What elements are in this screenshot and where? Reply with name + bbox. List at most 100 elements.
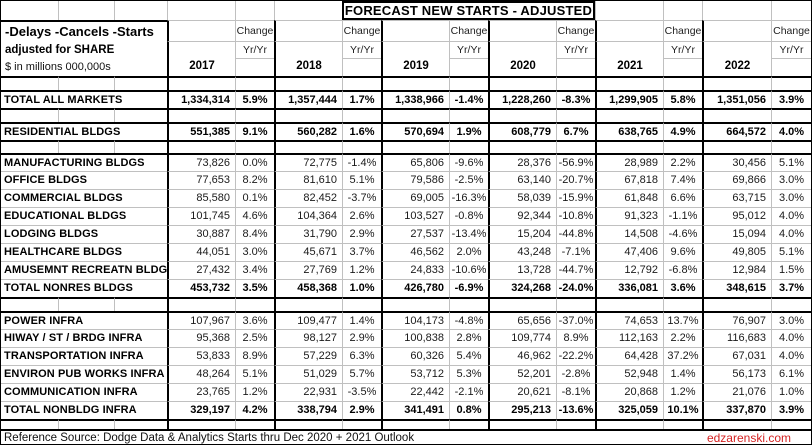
change-cell: 2.9%	[342, 225, 381, 243]
value-cell: 103,527	[381, 207, 449, 225]
change-cell: -44.8%	[556, 225, 595, 243]
spacer-cell	[274, 1, 342, 20]
yryr-header: Yr/Yr	[771, 41, 811, 58]
spacer-cell	[488, 419, 556, 429]
spacer-cell	[488, 108, 556, 122]
change-cell: 4.0%	[771, 122, 811, 140]
row-label: HIWAY / ST / BRDG INFRA	[1, 329, 167, 347]
value-cell: 28,376	[488, 153, 556, 171]
value-cell: 52,948	[595, 365, 663, 383]
change-cell: 3.0%	[771, 189, 811, 207]
spacer-cell	[449, 419, 488, 429]
header-cell	[556, 58, 595, 76]
spacer-cell	[556, 419, 595, 429]
value-cell: 28,989	[595, 153, 663, 171]
value-cell: 30,456	[702, 153, 771, 171]
value-cell: 22,442	[381, 383, 449, 401]
change-cell: 5.7%	[342, 365, 381, 383]
spacer-cell	[58, 140, 114, 153]
change-header: Change	[663, 20, 702, 41]
value-cell: 51,029	[274, 365, 342, 383]
change-cell: 3.4%	[235, 261, 274, 279]
credit-link[interactable]: edzarenski.com	[706, 430, 791, 445]
change-cell: 8.2%	[235, 171, 274, 189]
spacer-cell	[449, 108, 488, 122]
value-cell: 46,962	[488, 347, 556, 365]
change-cell: -4.8%	[449, 311, 488, 329]
change-cell: 7.4%	[663, 171, 702, 189]
value-cell: 65,656	[488, 311, 556, 329]
value-cell: 638,765	[595, 122, 663, 140]
spacer-cell	[114, 297, 167, 311]
header-cell	[488, 20, 556, 41]
change-cell: 4.0%	[771, 225, 811, 243]
spacer-cell	[167, 419, 235, 429]
spacer-cell	[342, 140, 381, 153]
spacer-cell	[58, 297, 114, 311]
value-cell: 112,163	[595, 329, 663, 347]
spacer-cell	[556, 76, 595, 90]
header-cell	[274, 20, 342, 41]
change-cell: 1.9%	[449, 122, 488, 140]
spacer-cell	[114, 140, 167, 153]
spacer-cell	[702, 1, 771, 20]
change-cell: -10.8%	[556, 207, 595, 225]
change-cell: 2.0%	[449, 243, 488, 261]
value-cell: 60,326	[381, 347, 449, 365]
value-cell: 1,351,056	[702, 90, 771, 108]
header-cell	[663, 58, 702, 76]
change-cell: 3.0%	[771, 171, 811, 189]
yryr-header: Yr/Yr	[449, 41, 488, 58]
year-header: 2018	[274, 58, 342, 76]
value-cell: 101,745	[167, 207, 235, 225]
change-cell: 5.1%	[342, 171, 381, 189]
value-cell: 46,562	[381, 243, 449, 261]
value-cell: 336,081	[595, 279, 663, 297]
change-cell: 9.6%	[663, 243, 702, 261]
value-cell: 45,671	[274, 243, 342, 261]
change-cell: 5.3%	[449, 365, 488, 383]
spacer-cell	[58, 108, 114, 122]
value-cell: 104,364	[274, 207, 342, 225]
change-cell: -13.4%	[449, 225, 488, 243]
value-cell: 30,887	[167, 225, 235, 243]
change-cell: 5.9%	[235, 90, 274, 108]
spacer-cell	[556, 140, 595, 153]
spacer-cell	[58, 1, 114, 20]
spacer-cell	[1, 140, 58, 153]
change-cell: -1.1%	[663, 207, 702, 225]
change-cell: -15.9%	[556, 189, 595, 207]
value-cell: 12,984	[702, 261, 771, 279]
change-cell: 0.8%	[449, 401, 488, 419]
spacer-cell	[58, 76, 114, 90]
spacer-cell	[114, 419, 167, 429]
change-cell: 3.0%	[235, 243, 274, 261]
spacer-cell	[1, 297, 58, 311]
spacer-cell	[167, 1, 235, 20]
table-title: FORECAST NEW STARTS - ADJUSTED	[342, 1, 595, 20]
value-cell: 23,765	[167, 383, 235, 401]
spacer-cell	[1, 108, 58, 122]
spacer-cell	[702, 297, 771, 311]
change-cell: 4.0%	[771, 347, 811, 365]
change-cell: 2.2%	[663, 153, 702, 171]
spacer-cell	[595, 419, 663, 429]
change-cell: 4.2%	[235, 401, 274, 419]
row-label: AMUSEMNT RECREATN BLDG	[1, 261, 167, 279]
value-cell: 48,264	[167, 365, 235, 383]
spacer-cell	[342, 76, 381, 90]
spacer-cell	[595, 76, 663, 90]
header-cell	[702, 20, 771, 41]
change-cell: 1.0%	[342, 279, 381, 297]
value-cell: 53,712	[381, 365, 449, 383]
spacer-cell	[274, 140, 342, 153]
change-cell: 6.7%	[556, 122, 595, 140]
value-cell: 27,537	[381, 225, 449, 243]
value-cell: 95,368	[167, 329, 235, 347]
row-label: COMMUNICATION INFRA	[1, 383, 167, 401]
spacer-cell	[595, 140, 663, 153]
value-cell: 58,039	[488, 189, 556, 207]
spacer-cell	[114, 1, 167, 20]
value-cell: 43,248	[488, 243, 556, 261]
